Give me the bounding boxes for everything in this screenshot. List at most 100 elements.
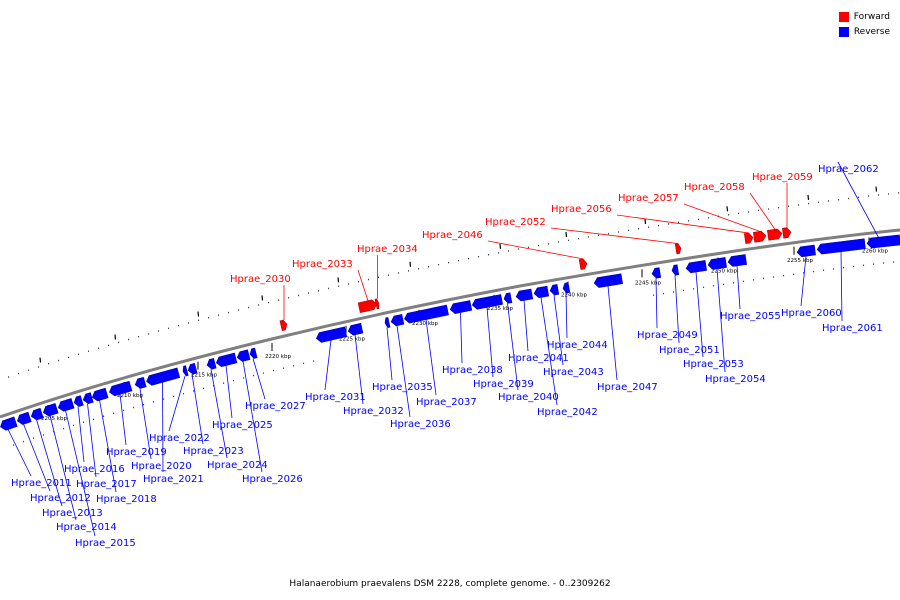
gene-arrow	[42, 403, 59, 417]
track-dot	[478, 256, 480, 258]
gene-arrow	[707, 257, 727, 270]
gene-arrow	[685, 260, 707, 274]
gene-arrow	[182, 365, 189, 377]
gene-arrow	[16, 411, 32, 425]
kbp-tick-label: 2240 kbp	[561, 293, 587, 299]
gene-label: Hprae_2046	[422, 230, 483, 241]
leader-line	[507, 303, 519, 391]
gene-arrow	[651, 267, 662, 279]
track-dot	[128, 338, 130, 341]
track-dot	[678, 221, 680, 224]
track-dot	[873, 263, 875, 265]
leader-line	[252, 358, 266, 400]
gene-arrow	[753, 230, 767, 243]
track-dot	[53, 431, 55, 433]
upper-dash	[409, 261, 412, 267]
legend-forward: Forward	[838, 9, 890, 24]
track-dot	[883, 262, 885, 264]
gene-label: Hprae_2038	[442, 365, 503, 376]
gene-label: Hprae_2025	[212, 420, 273, 431]
leader-line	[23, 423, 51, 492]
track-dot	[618, 231, 620, 233]
track-dot	[538, 244, 540, 247]
track-dot	[693, 288, 695, 290]
track-dot	[273, 369, 275, 372]
track-dot	[763, 277, 765, 280]
track-dot	[653, 294, 655, 296]
track-dot	[753, 279, 755, 281]
gene-arrow	[796, 244, 816, 258]
track-dot	[103, 415, 105, 417]
gene-arrow	[236, 349, 251, 362]
leader-line	[191, 374, 204, 445]
track-dot	[173, 395, 175, 398]
gene-arrow	[562, 282, 571, 294]
gene-label: Hprae_2036	[390, 419, 451, 430]
leader-line	[162, 382, 164, 473]
track-dot	[588, 236, 590, 238]
leader-line	[386, 327, 393, 381]
track-dot	[738, 212, 740, 215]
forward-swatch	[838, 11, 849, 22]
gene-arrow	[503, 292, 513, 304]
gene-arrow	[134, 376, 147, 389]
leader-line	[324, 340, 332, 391]
track-dot	[93, 418, 95, 420]
gene-label: Hprae_2016	[64, 464, 125, 475]
leader-line	[550, 227, 679, 245]
gene-arrows	[0, 227, 900, 431]
genome-caption: Halanaerobium praevalens DSM 2228, compl…	[289, 579, 611, 589]
leader-line	[225, 365, 233, 419]
track-dot	[108, 344, 110, 347]
track-dot	[438, 263, 440, 266]
gene-arrow	[73, 395, 84, 407]
track-dot	[163, 398, 165, 400]
track-dot	[823, 269, 825, 271]
track-dot	[808, 202, 810, 205]
track-dot	[723, 283, 725, 286]
kbp-tick-label: 2210 kbp	[117, 393, 143, 399]
track-dot	[488, 254, 490, 256]
gene-label: Hprae_2019	[106, 447, 167, 458]
leader-line	[460, 312, 463, 364]
legend-reverse: Reverse	[838, 24, 890, 39]
track-dot	[13, 444, 15, 446]
track-dot	[608, 232, 610, 235]
gene-arrow	[782, 227, 792, 239]
track-dot	[558, 241, 560, 243]
upper-dash	[337, 277, 340, 283]
track-dot	[398, 272, 400, 274]
gene-label: Hprae_2020	[131, 461, 192, 472]
track-dot	[268, 301, 270, 304]
track-dot	[223, 382, 225, 384]
track-dot	[18, 372, 20, 375]
track-dot	[663, 292, 665, 295]
upper-dash	[261, 295, 264, 301]
track-dot	[28, 369, 30, 371]
gene-arrow	[347, 322, 364, 336]
gene-arrow	[249, 347, 258, 359]
track-dot	[833, 268, 835, 270]
leader-line	[242, 361, 263, 473]
gene-arrow	[767, 228, 783, 241]
gene-arrow	[0, 416, 18, 431]
leader-line	[683, 203, 761, 232]
gene-label: Hprae_2041	[508, 353, 569, 364]
leader-line	[655, 278, 658, 329]
track-dot	[698, 218, 700, 221]
leader-line	[87, 403, 97, 478]
kbp-tick-label: 2220 kbp	[265, 354, 291, 360]
track-dot	[888, 193, 890, 195]
track-dot	[568, 239, 570, 242]
kbp-ticks: 2205 kbp 2210 kbp 2215 kbp 2220 kbp 2225 kbp…	[41, 237, 888, 422]
track-dot	[38, 366, 40, 368]
track-dot	[308, 292, 310, 294]
track-dot	[168, 327, 170, 330]
gene-arrow	[549, 284, 560, 296]
gene-arrow	[146, 367, 181, 386]
gene-arrow	[727, 254, 747, 267]
kbp-tick-label: 2250 kbp	[711, 269, 737, 275]
track-dot	[178, 324, 180, 327]
track-dot	[278, 299, 280, 301]
leader-line	[716, 268, 726, 373]
